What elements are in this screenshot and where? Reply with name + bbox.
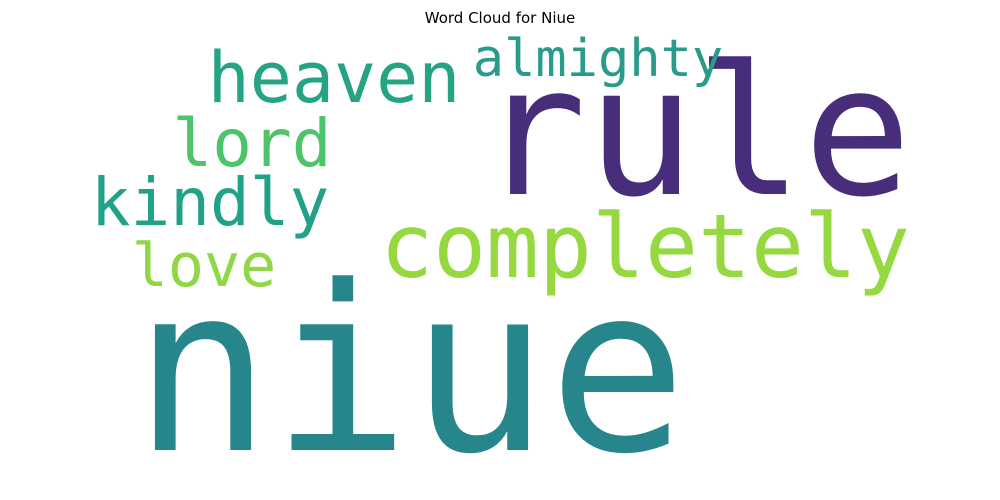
word-love: love [132, 231, 277, 301]
word-heaven: heaven [208, 37, 461, 119]
word-almighty: almighty [473, 29, 723, 89]
word-kindly: kindly [91, 164, 329, 241]
word-rule: rule [478, 28, 911, 237]
word-completely: completely [380, 195, 910, 298]
word-niue: niue [133, 238, 687, 500]
chart-title: Word Cloud for Niue [424, 9, 576, 27]
word-lord: lord [173, 105, 332, 182]
